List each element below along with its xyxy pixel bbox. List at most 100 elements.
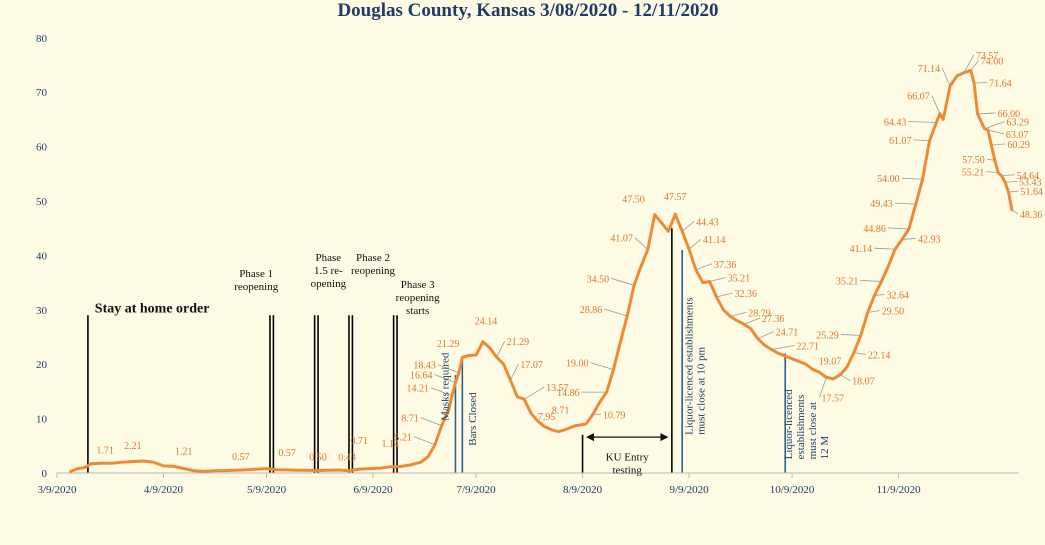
annotation-text: Phase 1 xyxy=(239,268,273,280)
leader-line xyxy=(430,387,453,397)
annotation-text: reopening xyxy=(234,281,278,293)
annotation-text: starts xyxy=(406,305,429,317)
leader-line xyxy=(986,171,999,174)
leader-line xyxy=(819,377,827,398)
vertical-annotation: establishments xyxy=(795,395,807,460)
leader-line xyxy=(1008,190,1019,193)
vertical-annotation: Masks required xyxy=(440,352,452,421)
leader-line xyxy=(757,331,774,339)
data-label: 47.57 xyxy=(664,192,687,203)
annotation-text: Stay at home order xyxy=(95,302,210,317)
data-label: 0.57 xyxy=(232,452,250,463)
chart-title: Douglas County, Kansas 3/08/2020 - 12/11… xyxy=(337,0,718,21)
data-label: 34.50 xyxy=(587,274,610,285)
x-tick-label: 9/9/2020 xyxy=(669,484,709,496)
data-label: 0.43 xyxy=(338,453,356,464)
data-label: 0.50 xyxy=(309,452,327,463)
leader-line xyxy=(984,121,1005,130)
leader-line xyxy=(437,364,460,374)
leader-line xyxy=(604,308,628,317)
data-label: 41.14 xyxy=(850,244,873,255)
data-label: 55.21 xyxy=(962,168,985,179)
data-label: 41.07 xyxy=(610,234,633,245)
y-tick-label: 50 xyxy=(36,196,48,208)
vertical-annotation: must close at xyxy=(807,402,819,459)
data-label: 2.21 xyxy=(124,441,142,452)
data-label: 1.21 xyxy=(175,446,193,457)
leader-line xyxy=(413,436,435,446)
arrow-head-left xyxy=(585,433,594,442)
x-tick-label: 7/9/2020 xyxy=(457,484,497,496)
vertical-annotation: Liquor-licenced xyxy=(783,389,795,460)
leader-line xyxy=(986,158,995,161)
data-label: 32.64 xyxy=(887,290,910,301)
data-label: 8.71 xyxy=(401,414,419,425)
leader-line xyxy=(695,263,713,271)
data-labels: 1.71 2.21 1.21 0.57 0.57 0.50 0.43 0.71 1.145.21… xyxy=(96,51,1043,464)
data-label: 0.57 xyxy=(278,448,296,459)
leader-line xyxy=(840,334,861,336)
data-label: 24.14 xyxy=(475,317,498,328)
data-label: 53.43 xyxy=(1019,177,1042,188)
leader-line xyxy=(931,95,941,114)
data-label: 16.64 xyxy=(410,370,433,381)
leader-line xyxy=(420,417,442,426)
vertical-annotation: Bars Closed xyxy=(467,392,479,446)
data-label: 63.07 xyxy=(1006,130,1029,141)
axes: 0 10 20 30 40 50 60 70 80 3/9/2020 4/9/2020 5/9/202… xyxy=(36,33,1019,496)
data-label: 74.00 xyxy=(981,56,1004,67)
data-label: 24.71 xyxy=(776,328,799,339)
data-label: 35.21 xyxy=(836,276,859,287)
data-label: 21.29 xyxy=(437,339,460,350)
leader-line xyxy=(860,280,882,282)
data-label: 28.79 xyxy=(748,308,771,319)
x-tick-label: 3/9/2020 xyxy=(37,484,77,496)
data-label: 60.29 xyxy=(1007,140,1030,151)
y-tick-label: 10 xyxy=(36,414,48,426)
leader-line xyxy=(867,310,880,313)
annotation-text: Phase xyxy=(316,252,342,264)
y-tick-label: 60 xyxy=(36,142,48,154)
data-label: 18.07 xyxy=(852,377,875,388)
leader-line xyxy=(716,292,733,298)
x-tick-label: 4/9/2020 xyxy=(144,484,184,496)
x-tick-label: 8/9/2020 xyxy=(563,484,603,496)
vertical-annotation: must close at 10 pm xyxy=(696,346,708,434)
data-label: 22.71 xyxy=(796,341,819,352)
data-label: 14.86 xyxy=(557,388,580,399)
data-label: 7.95 xyxy=(538,412,556,423)
leader-line xyxy=(709,277,726,282)
data-label: 18.43 xyxy=(413,361,436,372)
leader-line xyxy=(941,67,951,87)
y-tick-label: 30 xyxy=(36,305,48,317)
leader-line xyxy=(887,227,909,230)
data-label: 29.50 xyxy=(882,307,905,318)
leader-line xyxy=(610,277,635,286)
y-tick-label: 40 xyxy=(36,250,48,262)
annotation-text: testing xyxy=(613,464,643,476)
leader-line xyxy=(634,237,649,250)
data-label: 25.29 xyxy=(816,330,839,341)
y-tick-label: 0 xyxy=(42,468,48,480)
x-tick-label: 6/9/2020 xyxy=(353,484,393,496)
data-label: 42.93 xyxy=(918,234,941,245)
annotation-text: KU Entry xyxy=(606,451,650,463)
data-label: 0.71 xyxy=(351,436,369,447)
data-label: 63.29 xyxy=(1006,118,1028,129)
data-label: 47.50 xyxy=(622,195,645,206)
data-label: 1.14 xyxy=(381,439,399,450)
annotation-text: reopening xyxy=(351,265,395,277)
leader-line xyxy=(688,238,702,250)
leader-line xyxy=(771,345,795,350)
leader-line xyxy=(730,311,747,317)
data-label: 44.43 xyxy=(696,217,719,228)
data-label: 28.86 xyxy=(580,305,603,316)
data-label: 17.57 xyxy=(821,393,844,404)
data-label: 71.64 xyxy=(989,78,1012,89)
leader-line xyxy=(496,341,506,358)
data-label: 10.79 xyxy=(603,410,626,421)
leader-line xyxy=(523,386,545,400)
